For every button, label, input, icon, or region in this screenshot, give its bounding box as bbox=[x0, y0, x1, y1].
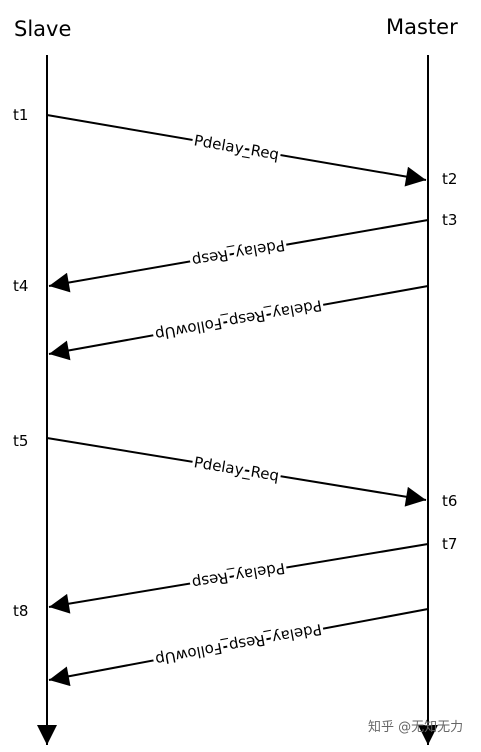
time-label: t7 bbox=[442, 535, 457, 553]
time-label: t4 bbox=[13, 277, 28, 295]
message-label: Pdelay_Req bbox=[192, 131, 280, 164]
message-arrow bbox=[48, 219, 429, 293]
time-label: t2 bbox=[442, 170, 457, 188]
watermark: 知乎 @无知无力 bbox=[368, 719, 463, 735]
message-label: Pdelay_Resp bbox=[191, 558, 287, 592]
lane-label: Master bbox=[386, 15, 458, 39]
message-label: Pdelay_Req bbox=[192, 453, 280, 486]
time-label: t6 bbox=[442, 492, 457, 510]
message-label: Pdelay_Resp bbox=[191, 235, 287, 270]
message-label: Pdelay_Resp_FollowUp bbox=[154, 295, 324, 344]
time-label: t5 bbox=[13, 432, 28, 450]
message-label: Pdelay_Resp_FollowUp bbox=[154, 619, 324, 669]
message-arrow bbox=[48, 608, 429, 687]
message-arrow bbox=[48, 285, 429, 361]
time-label: t1 bbox=[13, 106, 28, 124]
lane-label: Slave bbox=[14, 17, 71, 41]
time-label: t3 bbox=[442, 211, 457, 229]
message-arrow bbox=[48, 543, 429, 614]
message-arrow bbox=[46, 114, 427, 187]
time-label: t8 bbox=[13, 602, 28, 620]
message-arrow bbox=[46, 437, 427, 507]
